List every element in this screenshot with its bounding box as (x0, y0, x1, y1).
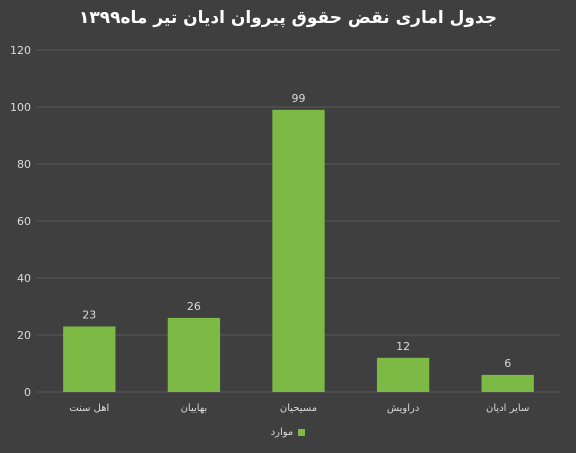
x-tick-label: اهل سنت (69, 403, 109, 414)
x-tick-label: سایر ادیان (486, 403, 529, 414)
y-tick-label: 20 (17, 329, 31, 342)
y-tick-label: 100 (10, 101, 31, 114)
data-label: 99 (292, 92, 306, 105)
data-label: 26 (187, 300, 201, 313)
legend-label: موارد (270, 427, 294, 438)
bar (481, 374, 534, 392)
y-tick-label: 80 (17, 158, 31, 171)
y-tick-label: 40 (17, 272, 31, 285)
bar (63, 326, 116, 392)
y-tick-label: 60 (17, 215, 31, 228)
legend-swatch (298, 429, 306, 436)
bar (167, 317, 221, 392)
y-tick-label: 0 (24, 386, 31, 399)
legend: موارد (0, 427, 576, 438)
bar (272, 109, 325, 392)
data-label: 6 (504, 357, 511, 370)
bar (376, 357, 430, 392)
y-tick-label: 120 (10, 44, 31, 57)
data-label: 23 (82, 308, 96, 321)
x-tick-label: مسیحیان (280, 403, 317, 414)
x-tick-label: دراویش (387, 403, 419, 414)
data-label: 12 (396, 340, 410, 353)
chart-title: جدول اماری نقض حقوق پیروان ادیان تیر ماه… (78, 8, 498, 28)
x-tick-label: بهاییان (181, 403, 208, 414)
